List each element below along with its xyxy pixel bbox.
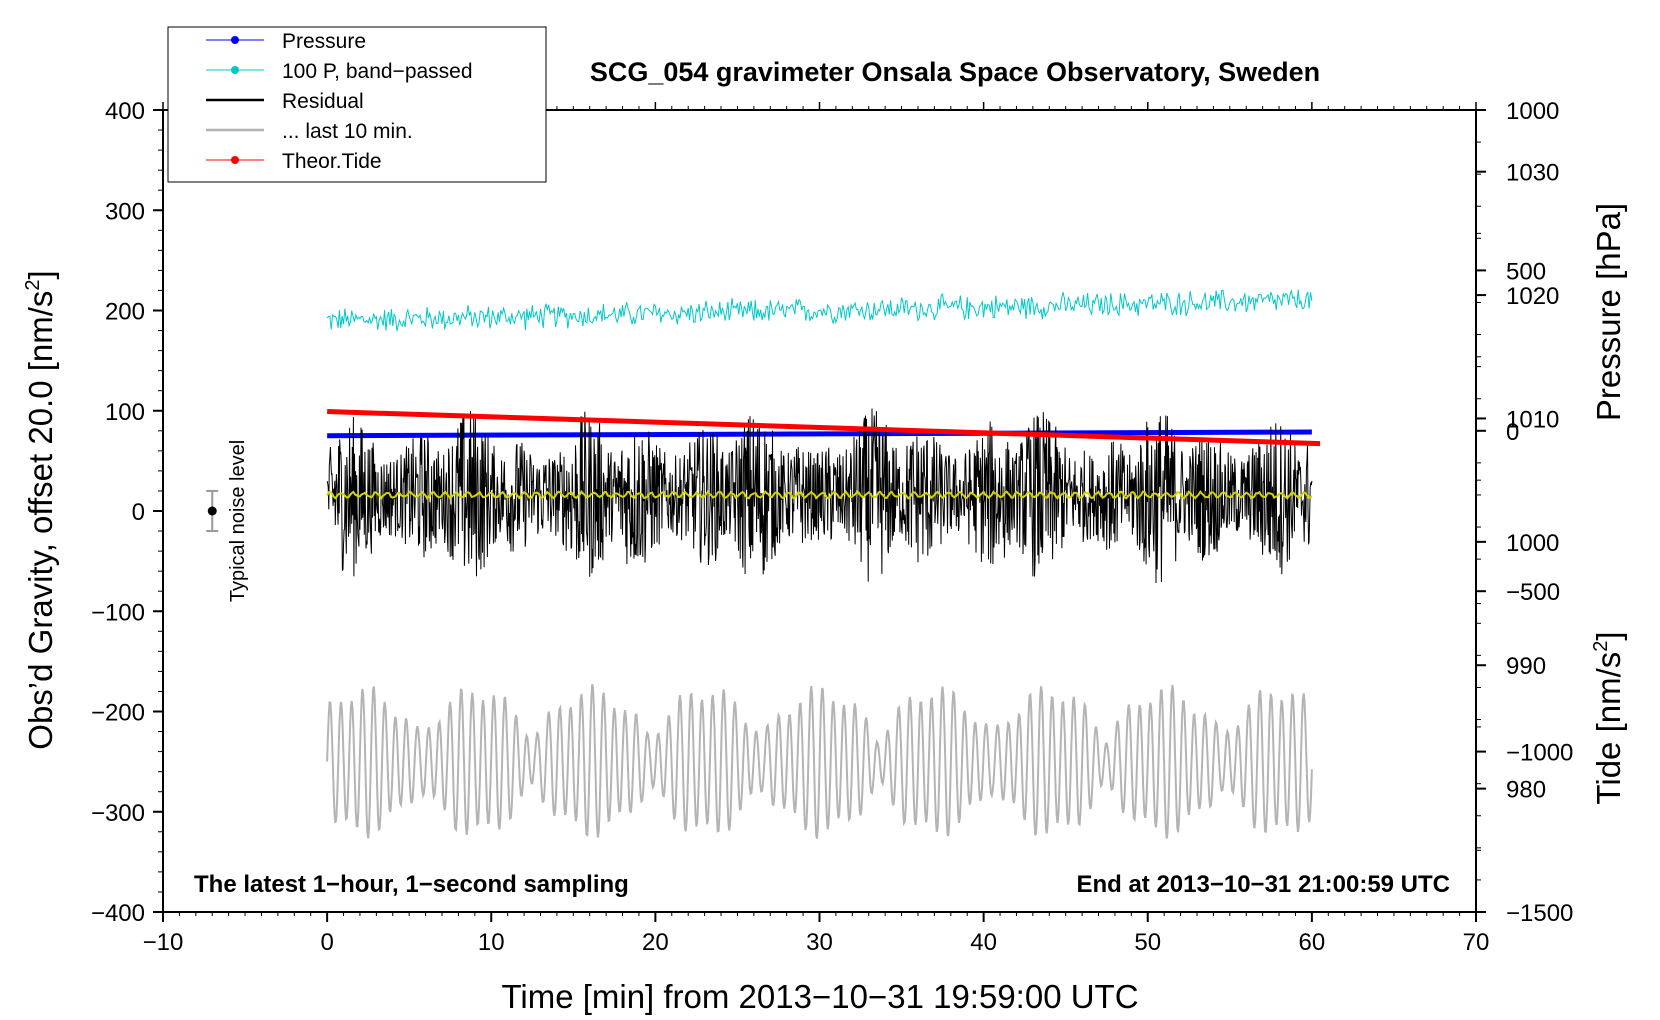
tide-axis-label: Tide [nm/s2]: [1590, 631, 1627, 804]
x-tick-label-6: 50: [1134, 929, 1161, 956]
annotation-left: The latest 1−hour, 1−second sampling: [194, 871, 629, 898]
y-axis-label: Obs’d Gravity, offset 20.0 [nm/s2]: [22, 270, 59, 749]
y-tick-label-5: 100: [105, 399, 145, 426]
y-tick-label-2: −200: [91, 700, 145, 727]
y-tick-label-4: 0: [132, 499, 145, 526]
series-band-passed-pressure: [326, 289, 1313, 332]
legend-label-2: Residual: [282, 90, 364, 113]
y-tick-label-1: −300: [91, 800, 145, 827]
legend-label-3: ... last 10 min.: [282, 120, 413, 143]
series-residual-smoothed: [326, 490, 1313, 501]
tide-axis-label-sup: 2: [1590, 641, 1612, 652]
tide-axis-label-end: ]: [1590, 631, 1627, 640]
series-residual: [326, 408, 1313, 584]
y-axis-label-end: ]: [22, 270, 59, 279]
ticks-layer: −10 0 10 20 30 40 50 60 70−400−300−200−100010020…: [91, 98, 1573, 956]
x-tick-label-3: 20: [642, 929, 669, 956]
x-tick-label-2: 10: [478, 929, 505, 956]
series-theoretical-tide: [327, 409, 1321, 447]
noise-point: [207, 506, 217, 516]
legend-marker-4: [231, 156, 239, 164]
pressure-axis-label: Pressure [hPa]: [1590, 203, 1627, 421]
x-tick-label-0: −10: [143, 929, 184, 956]
y-tick-label-0: −400: [91, 900, 145, 927]
legend-label-4: Theor.Tide: [282, 150, 382, 173]
pressure-tick-label-1: 990: [1506, 653, 1546, 680]
pressure-tick-label-2: 1000: [1506, 530, 1559, 557]
tide-tick-label-0: −1500: [1506, 900, 1573, 927]
x-tick-label-1: 0: [320, 929, 333, 956]
tide-axis-label-main: Tide [nm/s: [1590, 652, 1627, 805]
x-axis-label: Time [min] from 2013−10−31 19:59:00 UTC: [501, 978, 1138, 1015]
pressure-tick-label-3: 1010: [1506, 406, 1559, 433]
x-tick-label-8: 70: [1463, 929, 1490, 956]
legend-marker-1: [231, 66, 239, 74]
tide-tick-label-4: 500: [1506, 258, 1546, 285]
tide-tick-label-2: −500: [1506, 579, 1560, 606]
y-tick-label-8: 400: [105, 98, 145, 125]
pressure-tick-label-4: 1020: [1506, 283, 1559, 310]
legend-label-0: Pressure: [282, 30, 366, 53]
y-tick-label-6: 200: [105, 299, 145, 326]
y-tick-label-7: 300: [105, 198, 145, 225]
legend-marker-0: [231, 36, 239, 44]
noise-marker: Typical noise level: [206, 440, 249, 602]
pressure-tick-label-5: 1030: [1506, 160, 1559, 187]
series-layer: [326, 289, 1321, 839]
tide-tick-label-5: 1000: [1506, 98, 1559, 125]
noise-label: Typical noise level: [227, 440, 249, 602]
x-tick-label-7: 60: [1299, 929, 1326, 956]
y-axis-label-sup: 2: [22, 279, 44, 290]
y-tick-label-3: −100: [91, 599, 145, 626]
legend-box: [167, 26, 547, 183]
legend-label-1: 100 P, band−passed: [282, 60, 473, 83]
pressure-tick-label-0: 980: [1506, 777, 1546, 804]
x-tick-label-4: 30: [806, 929, 833, 956]
y-axis-label-main: Obs’d Gravity, offset 20.0 [nm/s: [22, 291, 59, 750]
annotation-right: End at 2013−10−31 21:00:59 UTC: [1076, 871, 1450, 898]
tide-tick-label-3: 0: [1506, 419, 1519, 446]
chart-title: SCG_054 gravimeter Onsala Space Observat…: [590, 57, 1320, 87]
series-last-10-min: [326, 684, 1313, 839]
x-tick-label-5: 40: [970, 929, 997, 956]
legend: Pressure 100 P, band−passed Residual ... la…: [167, 26, 547, 183]
tide-tick-label-1: −1000: [1506, 740, 1573, 767]
